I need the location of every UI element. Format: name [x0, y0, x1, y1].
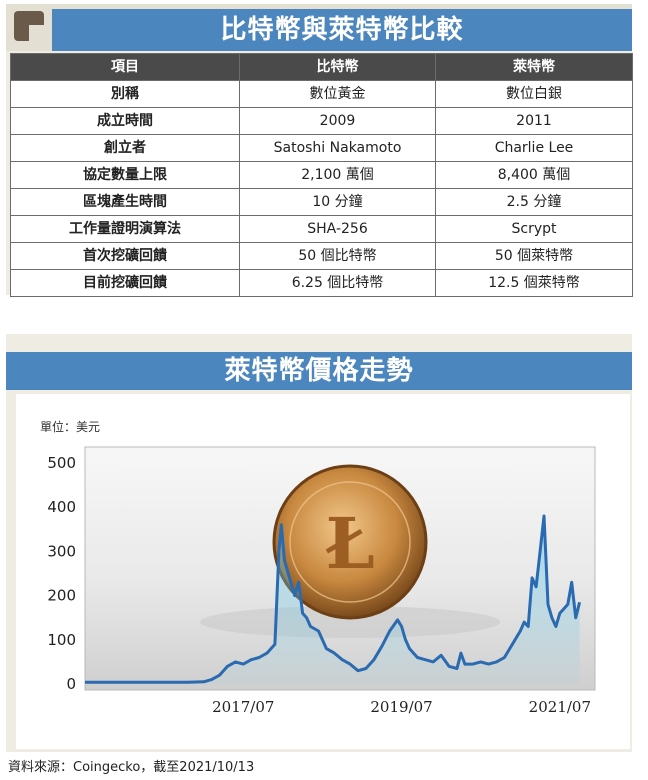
svg-text:Ł: Ł [325, 502, 375, 585]
y-tick-label: 300 [47, 542, 76, 560]
unit-label: 單位：美元 [40, 420, 101, 434]
table-row: 首次挖礦回饋 50 個比特幣 50 個萊特幣 [10, 242, 633, 270]
bitcoin-cell: 6.25 個比特幣 [239, 269, 436, 297]
x-tick-label: 2021/07 [529, 698, 591, 716]
row-label: 創立者 [10, 134, 240, 162]
litecoin-cell: Scrypt [435, 215, 633, 243]
litecoin-cell: 2.5 分鐘 [435, 188, 633, 216]
row-label: 首次挖礦回饋 [10, 242, 240, 270]
row-label: 工作量證明演算法 [10, 215, 240, 243]
price-area [85, 516, 580, 684]
axes: 500 400 300 200 100 0 2017/07 2019/07 2021/07 [47, 454, 591, 716]
header-bitcoin: 比特幣 [239, 53, 436, 81]
x-tick-label: 2017/07 [212, 698, 274, 716]
header-item: 項目 [10, 53, 240, 81]
source-note: 資料來源：Coingecko，截至2021/10/13 [8, 760, 255, 775]
litecoin-cell: 12.5 個萊特幣 [435, 269, 633, 297]
y-tick-label: 200 [47, 587, 76, 605]
y-tick-label: 500 [47, 454, 76, 472]
price-series-line [85, 514, 582, 684]
x-tick-label: 2019/07 [370, 698, 432, 716]
title-bar [52, 9, 632, 51]
row-label: 協定數量上限 [10, 161, 240, 189]
y-tick-label: 0 [66, 675, 76, 693]
table-row: 目前挖礦回饋 6.25 個比特幣 12.5 個萊特幣 [10, 269, 633, 297]
comparison-table: 項目 比特幣 萊特幣 別稱 數位黃金 數位白銀 成立時間 2009 2011 創… [10, 53, 633, 297]
y-tick-label: 400 [47, 498, 76, 516]
table-row: 區塊產生時間 10 分鐘 2.5 分鐘 [10, 188, 633, 216]
decorative-square-icon [14, 11, 45, 41]
row-label: 別稱 [10, 80, 240, 108]
table-row: 工作量證明演算法 SHA-256 Scrypt [10, 215, 633, 243]
bitcoin-cell: 數位黃金 [239, 80, 436, 108]
bitcoin-cell: Satoshi Nakamoto [239, 134, 436, 162]
litecoin-cell: 數位白銀 [435, 80, 633, 108]
bitcoin-cell: 2,100 萬個 [239, 161, 436, 189]
litecoin-cell: 8,400 萬個 [435, 161, 633, 189]
header-litecoin: 萊特幣 [435, 53, 633, 81]
table-row: 協定數量上限 2,100 萬個 8,400 萬個 [10, 161, 633, 189]
chart-title-bar [6, 352, 632, 390]
bitcoin-cell: SHA-256 [239, 215, 436, 243]
litecoin-cell: 2011 [435, 107, 633, 135]
comparison-title: 比特幣與萊特幣比較 [220, 15, 464, 45]
litecoin-cell: 50 個萊特幣 [435, 242, 633, 270]
row-label: 區塊產生時間 [10, 188, 240, 216]
chart-title: 萊特幣價格走勢 [224, 356, 414, 386]
bitcoin-cell: 50 個比特幣 [239, 242, 436, 270]
comparison-header: 比特幣與萊特幣比較 [6, 4, 632, 51]
row-label: 目前挖礦回饋 [10, 269, 240, 297]
table-header-row: 項目 比特幣 萊特幣 [10, 53, 633, 81]
y-tick-label: 100 [47, 631, 76, 649]
table-row: 別稱 數位黃金 數位白銀 [10, 80, 633, 108]
comparison-section: 比特幣與萊特幣比較 項目 比特幣 萊特幣 別稱 數位黃金 數位白銀 成立時間 2… [6, 4, 633, 297]
